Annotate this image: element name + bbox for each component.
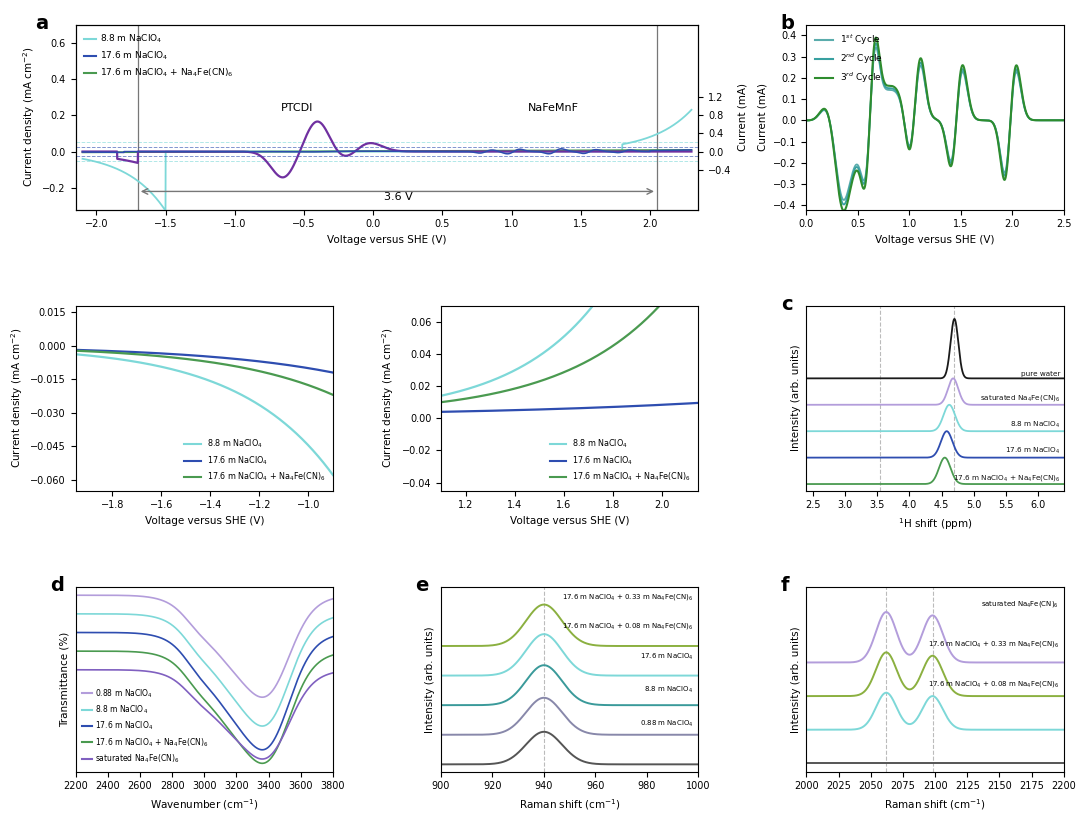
X-axis label: Wavenumber (cm$^{-1}$): Wavenumber (cm$^{-1}$): [150, 797, 259, 812]
X-axis label: Raman shift (cm$^{-1}$): Raman shift (cm$^{-1}$): [885, 797, 986, 812]
Text: 8.8 m NaClO$_4$: 8.8 m NaClO$_4$: [644, 685, 693, 695]
Text: 17.6 m NaClO$_4$ + 0.08 m Na$_4$Fe(CN)$_6$: 17.6 m NaClO$_4$ + 0.08 m Na$_4$Fe(CN)$_…: [928, 679, 1058, 690]
Legend: 8.8 m NaClO$_4$, 17.6 m NaClO$_4$, 17.6 m NaClO$_4$ + Na$_4$Fe(CN)$_6$: 8.8 m NaClO$_4$, 17.6 m NaClO$_4$, 17.6 …: [181, 434, 329, 487]
Y-axis label: Current density (mA cm$^{-2}$): Current density (mA cm$^{-2}$): [9, 328, 25, 469]
Text: 3.6 V: 3.6 V: [383, 191, 413, 202]
Text: saturated Na$_4$Fe(CN)$_6$: saturated Na$_4$Fe(CN)$_6$: [981, 599, 1058, 608]
Text: d: d: [50, 576, 64, 594]
Text: a: a: [36, 13, 49, 33]
Text: NaFeMnF: NaFeMnF: [527, 103, 579, 112]
X-axis label: $^1$H shift (ppm): $^1$H shift (ppm): [897, 516, 972, 532]
Legend: 1$^{st}$ Cycle, 2$^{nd}$ Cycle, 3$^{rd}$ Cycle: 1$^{st}$ Cycle, 2$^{nd}$ Cycle, 3$^{rd}$…: [811, 29, 887, 89]
Text: 17.6 m NaClO$_4$ + 0.33 m Na$_4$Fe(CN)$_6$: 17.6 m NaClO$_4$ + 0.33 m Na$_4$Fe(CN)$_…: [928, 639, 1058, 649]
Text: 17.6 m NaClO$_4$: 17.6 m NaClO$_4$: [1005, 446, 1061, 456]
X-axis label: Voltage versus SHE (V): Voltage versus SHE (V): [876, 235, 995, 245]
Y-axis label: Current density (mA cm$^{-2}$): Current density (mA cm$^{-2}$): [380, 328, 396, 469]
Y-axis label: Intensity (arb. units): Intensity (arb. units): [791, 345, 801, 452]
Text: f: f: [781, 576, 789, 594]
Text: 0.88 m NaClO$_4$: 0.88 m NaClO$_4$: [639, 718, 693, 729]
Y-axis label: Current (mA): Current (mA): [737, 83, 747, 151]
Legend: 0.88 m NaClO$_4$, 8.8 m NaClO$_4$, 17.6 m NaClO$_4$, 17.6 m NaClO$_4$ + Na$_4$Fe: 0.88 m NaClO$_4$, 8.8 m NaClO$_4$, 17.6 …: [80, 684, 212, 768]
X-axis label: Raman shift (cm$^{-1}$): Raman shift (cm$^{-1}$): [518, 797, 621, 812]
Y-axis label: Current density (mA cm$^{-2}$): Current density (mA cm$^{-2}$): [21, 47, 37, 187]
Text: c: c: [781, 295, 793, 314]
X-axis label: Voltage versus SHE (V): Voltage versus SHE (V): [327, 235, 447, 245]
Y-axis label: Transmittance (%): Transmittance (%): [60, 631, 70, 727]
Text: 17.6 m NaClO$_4$ + Na$_4$Fe(CN)$_6$: 17.6 m NaClO$_4$ + Na$_4$Fe(CN)$_6$: [953, 473, 1061, 483]
Y-axis label: Intensity (arb. units): Intensity (arb. units): [426, 626, 435, 732]
Text: b: b: [781, 13, 795, 33]
Text: 17.6 m NaClO$_4$ + 0.08 m Na$_4$Fe(CN)$_6$: 17.6 m NaClO$_4$ + 0.08 m Na$_4$Fe(CN)$_…: [563, 621, 693, 631]
Text: pure water: pure water: [1021, 371, 1061, 377]
Y-axis label: Current (mA): Current (mA): [758, 83, 768, 151]
Text: saturated Na$_4$Fe(CN)$_6$: saturated Na$_4$Fe(CN)$_6$: [981, 393, 1061, 403]
X-axis label: Voltage versus SHE (V): Voltage versus SHE (V): [510, 516, 630, 526]
Text: 8.8 m NaClO$_4$: 8.8 m NaClO$_4$: [1010, 420, 1061, 430]
Legend: 8.8 m NaClO$_4$, 17.6 m NaClO$_4$, 17.6 m NaClO$_4$ + Na$_4$Fe(CN)$_6$: 8.8 m NaClO$_4$, 17.6 m NaClO$_4$, 17.6 …: [546, 434, 694, 487]
Text: 17.6 m NaClO$_4$ + 0.33 m Na$_4$Fe(CN)$_6$: 17.6 m NaClO$_4$ + 0.33 m Na$_4$Fe(CN)$_…: [563, 592, 693, 602]
Legend: 8.8 m NaClO$_4$, 17.6 m NaClO$_4$, 17.6 m NaClO$_4$ + Na$_4$Fe(CN)$_6$: 8.8 m NaClO$_4$, 17.6 m NaClO$_4$, 17.6 …: [80, 29, 237, 83]
Text: 17.6 m NaClO$_4$: 17.6 m NaClO$_4$: [639, 652, 693, 663]
X-axis label: Voltage versus SHE (V): Voltage versus SHE (V): [145, 516, 264, 526]
Y-axis label: Intensity (arb. units): Intensity (arb. units): [791, 626, 801, 732]
Text: e: e: [416, 576, 429, 594]
Text: PTCDI: PTCDI: [281, 103, 313, 112]
